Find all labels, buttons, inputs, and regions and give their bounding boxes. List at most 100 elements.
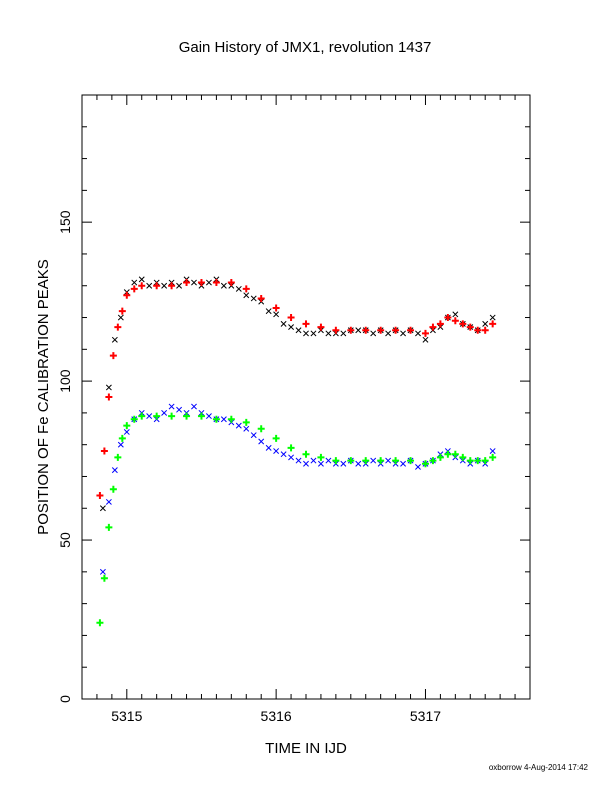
data-point (377, 457, 385, 465)
data-point (243, 425, 250, 432)
data-point (131, 279, 138, 286)
data-point (153, 282, 161, 290)
data-point (197, 279, 205, 287)
data-marks (96, 276, 497, 627)
credit-text: oxborrow 4-Aug-2014 17:42 (489, 763, 589, 772)
series-3 (99, 403, 496, 575)
data-point (288, 324, 295, 331)
data-point (280, 451, 287, 458)
data-point (347, 326, 355, 334)
data-point (138, 276, 145, 283)
data-point (138, 412, 146, 420)
data-point (105, 393, 113, 401)
data-point (183, 279, 191, 287)
data-point (183, 412, 191, 420)
data-point (303, 460, 309, 467)
data-point (466, 323, 474, 331)
data-point (205, 279, 212, 286)
data-point (288, 454, 295, 461)
data-point (257, 425, 265, 433)
data-point (303, 330, 309, 337)
data-point (176, 282, 183, 289)
data-point (235, 422, 242, 429)
data-point (118, 307, 126, 315)
data-point (451, 317, 459, 325)
data-point (105, 498, 112, 505)
data-point (123, 422, 131, 430)
data-point (161, 409, 168, 416)
data-point (100, 447, 108, 455)
data-point (257, 294, 265, 302)
data-point (415, 330, 421, 337)
data-point (362, 326, 370, 334)
data-point (273, 448, 280, 454)
series-1 (99, 276, 496, 512)
data-point (422, 336, 429, 343)
data-point (99, 568, 106, 575)
data-point (310, 457, 317, 464)
data-point (481, 457, 489, 465)
data-point (317, 460, 324, 467)
data-point (265, 444, 272, 451)
data-point (489, 453, 497, 461)
y-tick-label: 150 (57, 210, 73, 234)
plot-frame (81, 94, 531, 700)
data-point (191, 403, 197, 410)
data-point (400, 460, 407, 467)
data-point (407, 457, 415, 465)
data-point (429, 323, 437, 331)
data-point (407, 326, 415, 334)
data-point (489, 320, 497, 328)
data-point (392, 457, 400, 465)
x-tick-label: 5315 (111, 708, 142, 724)
data-point (109, 485, 117, 493)
data-point (325, 330, 332, 337)
data-point (220, 282, 227, 289)
data-point (295, 457, 302, 464)
axis-ticks: 5315 5316 5317 0 50 100 150 (57, 94, 531, 724)
x-tick-label: 5316 (261, 708, 292, 724)
data-point (250, 432, 257, 439)
data-point (280, 320, 287, 327)
data-point (227, 279, 235, 287)
data-point (146, 413, 153, 420)
data-point (130, 415, 138, 423)
data-point (474, 457, 482, 465)
data-point (168, 282, 176, 290)
data-point (168, 403, 175, 410)
data-point (302, 450, 310, 458)
data-point (347, 457, 355, 465)
data-point (220, 416, 227, 423)
data-point (310, 330, 317, 337)
data-point (295, 327, 302, 334)
data-point (452, 311, 459, 318)
data-point (377, 326, 385, 334)
data-point (117, 441, 124, 448)
data-point (227, 415, 235, 423)
data-point (212, 415, 220, 423)
data-point (118, 434, 126, 442)
data-point (287, 314, 295, 322)
data-point (111, 467, 118, 474)
data-point (153, 412, 161, 420)
data-point (451, 450, 459, 458)
data-point (459, 320, 467, 328)
data-point (429, 457, 437, 465)
data-point (317, 323, 325, 331)
data-point (197, 412, 205, 420)
data-point (99, 505, 106, 512)
data-point (272, 434, 280, 442)
data-point (105, 384, 112, 391)
data-point (123, 291, 131, 299)
data-point (340, 330, 347, 337)
data-point (362, 457, 370, 465)
data-point (109, 352, 117, 360)
data-point (258, 438, 265, 445)
data-point (355, 327, 362, 334)
y-axis-label: POSITION OF Fe CALIBRATION PEAKS (35, 259, 52, 535)
data-point (421, 460, 429, 468)
data-point (205, 413, 212, 420)
data-point (325, 457, 332, 464)
chart-title: Gain History of JMX1, revolution 1437 (179, 39, 432, 56)
